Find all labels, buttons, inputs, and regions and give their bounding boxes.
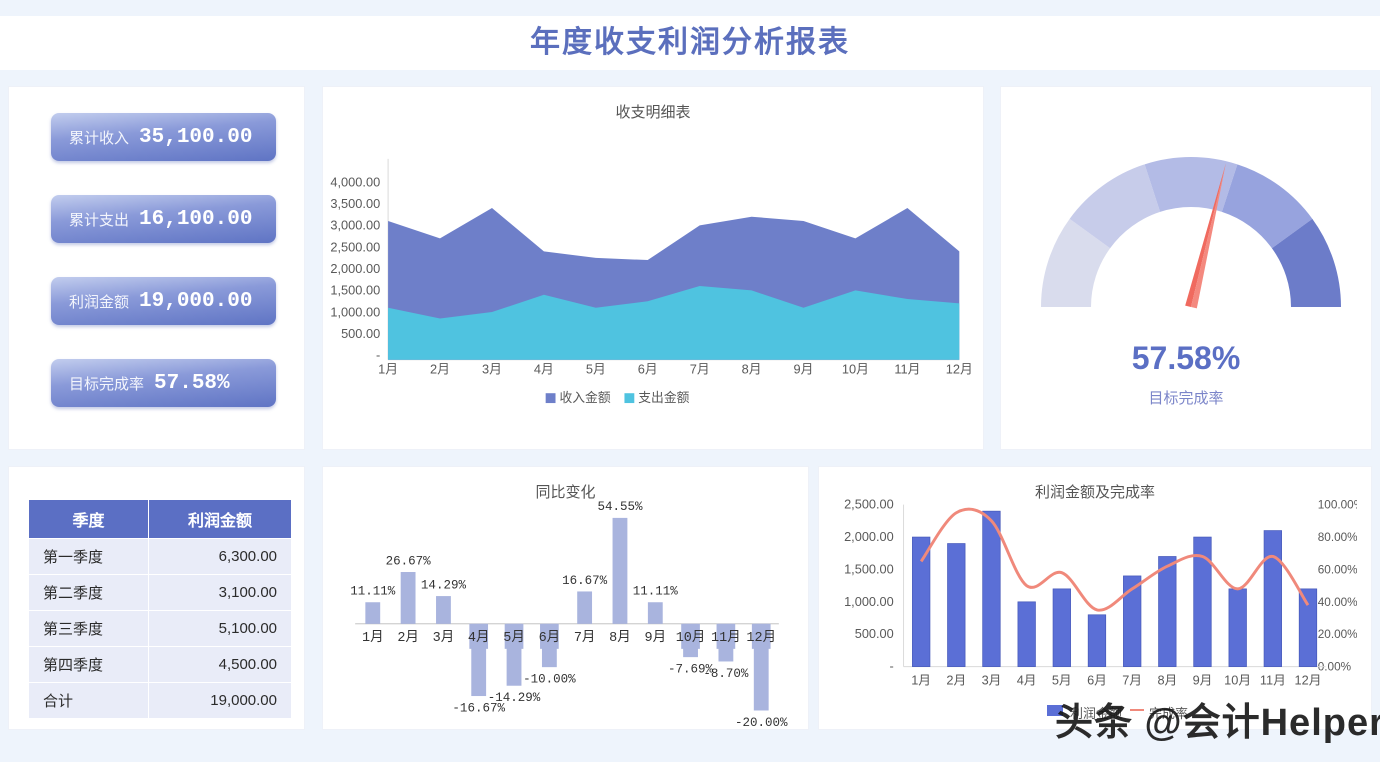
svg-text:8月: 8月	[1157, 672, 1177, 687]
svg-text:3月: 3月	[982, 672, 1002, 687]
svg-text:-8.70%: -8.70%	[703, 667, 749, 681]
svg-text:3月: 3月	[433, 630, 455, 646]
svg-text:12月: 12月	[746, 630, 776, 646]
svg-text:3,500.00: 3,500.00	[330, 196, 380, 211]
svg-text:-14.29%: -14.29%	[488, 691, 541, 705]
svg-text:2月: 2月	[397, 630, 419, 646]
svg-text:5月: 5月	[1052, 672, 1072, 687]
svg-text:2,000.00: 2,000.00	[844, 529, 894, 544]
svg-text:4,000.00: 4,000.00	[330, 174, 380, 189]
svg-text:100.00%: 100.00%	[1318, 499, 1357, 512]
svg-text:40.00%: 40.00%	[1318, 596, 1357, 609]
svg-text:1,500.00: 1,500.00	[330, 283, 380, 298]
svg-text:11月: 11月	[894, 362, 920, 377]
svg-text:7月: 7月	[1122, 672, 1142, 687]
svg-text:6月: 6月	[638, 362, 658, 377]
svg-text:60.00%: 60.00%	[1318, 563, 1357, 576]
svg-text:9月: 9月	[645, 630, 667, 646]
svg-text:2,000.00: 2,000.00	[330, 261, 380, 276]
svg-text:3,000.00: 3,000.00	[330, 218, 380, 233]
svg-text:8月: 8月	[742, 362, 762, 377]
svg-text:-: -	[376, 348, 380, 363]
svg-text:4月: 4月	[534, 362, 554, 377]
svg-text:54.55%: 54.55%	[597, 500, 643, 514]
svg-text:20.00%: 20.00%	[1318, 628, 1357, 641]
svg-text:1,000.00: 1,000.00	[844, 594, 894, 609]
svg-text:10月: 10月	[842, 362, 869, 377]
svg-text:500.00: 500.00	[855, 626, 894, 641]
svg-text:2月: 2月	[430, 362, 450, 377]
svg-text:11.11%: 11.11%	[350, 585, 396, 599]
svg-text:-: -	[889, 659, 893, 674]
svg-text:12月: 12月	[1295, 672, 1322, 687]
svg-text:10月: 10月	[1224, 672, 1251, 687]
svg-text:-10.00%: -10.00%	[523, 673, 576, 687]
svg-text:1,500.00: 1,500.00	[844, 561, 894, 576]
svg-text:11月: 11月	[711, 630, 741, 646]
svg-text:1月: 1月	[911, 672, 931, 687]
svg-text:11月: 11月	[1260, 672, 1286, 687]
svg-text:支出金额: 支出金额	[638, 390, 689, 405]
svg-text:4月: 4月	[1017, 672, 1037, 687]
svg-text:2,500.00: 2,500.00	[844, 497, 894, 512]
svg-text:2月: 2月	[946, 672, 966, 687]
svg-text:80.00%: 80.00%	[1318, 531, 1357, 544]
svg-text:500.00: 500.00	[341, 326, 380, 341]
svg-text:6月: 6月	[1087, 672, 1107, 687]
svg-text:5月: 5月	[503, 630, 525, 646]
svg-text:7月: 7月	[690, 362, 710, 377]
svg-text:26.67%: 26.67%	[386, 554, 432, 568]
svg-text:3月: 3月	[482, 362, 502, 377]
svg-text:8月: 8月	[609, 630, 631, 646]
svg-text:10月: 10月	[676, 630, 706, 646]
svg-text:收入金额: 收入金额	[559, 390, 610, 405]
svg-text:1月: 1月	[362, 630, 384, 646]
svg-text:7月: 7月	[574, 630, 596, 646]
svg-text:4月: 4月	[468, 630, 490, 646]
svg-text:6月: 6月	[539, 630, 561, 646]
svg-text:1,000.00: 1,000.00	[330, 304, 380, 319]
svg-text:12月: 12月	[946, 362, 973, 377]
svg-text:9月: 9月	[1193, 672, 1213, 687]
svg-text:16.67%: 16.67%	[562, 574, 608, 588]
svg-text:5月: 5月	[586, 362, 606, 377]
svg-text:14.29%: 14.29%	[421, 578, 467, 592]
svg-text:-20.00%: -20.00%	[735, 716, 788, 730]
svg-text:11.11%: 11.11%	[633, 585, 679, 599]
svg-text:2,500.00: 2,500.00	[330, 239, 380, 254]
svg-text:9月: 9月	[794, 362, 814, 377]
svg-text:1月: 1月	[378, 362, 398, 377]
